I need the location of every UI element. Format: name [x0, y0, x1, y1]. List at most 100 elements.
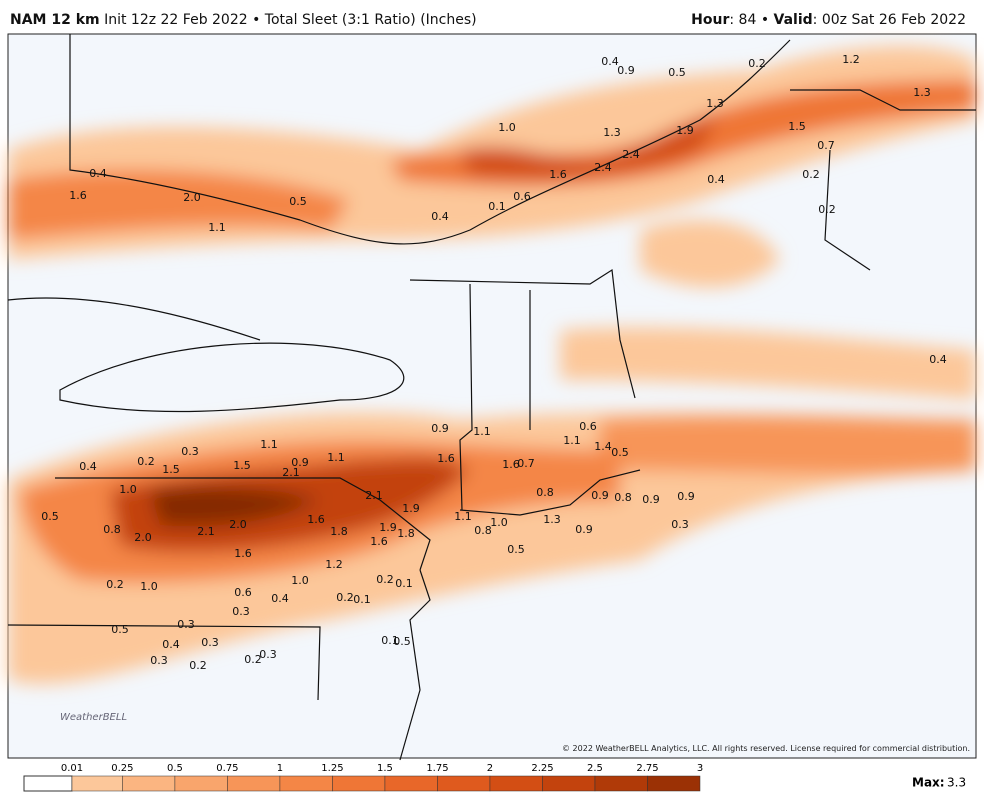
map-value-label: 0.1 [488, 200, 506, 213]
hour-text: : 84 • [729, 12, 774, 28]
map-value-label: 0.8 [474, 524, 492, 537]
map-value-label: 1.3 [706, 97, 724, 110]
map-value-label: 1.6 [549, 168, 567, 181]
max-label: Max: [912, 776, 945, 790]
colorbar-tick-label: 0.25 [111, 763, 133, 774]
logo: WeatherBELL [60, 712, 127, 723]
map-value-label: 0.5 [507, 543, 525, 556]
map-value-label: 0.5 [41, 510, 59, 523]
map-value-label: 0.5 [111, 623, 129, 636]
map-value-label: 1.9 [402, 502, 420, 515]
map-value-label: 1.5 [233, 459, 251, 472]
map-value-label: 0.9 [575, 523, 593, 536]
map-value-label: 0.9 [677, 490, 695, 503]
header-left: NAM 12 km Init 12z 22 Feb 2022 • Total S… [10, 12, 477, 28]
map-value-label: 1.2 [842, 53, 860, 66]
hour-label: Hour [691, 12, 730, 28]
map-value-label: 2.1 [197, 525, 215, 538]
colorbar-tick-label: 1.25 [321, 763, 343, 774]
map-value-label: 0.5 [393, 635, 411, 648]
map-labels: 0.40.9 0.50.2 1.21.31.31.0 1.3 1.92.42.41.60… [41, 53, 947, 672]
map-value-label: 1.6 [307, 513, 325, 526]
map-value-label: 0.2 [336, 591, 354, 604]
map-value-label: 1.0 [498, 121, 516, 134]
map-value-label: 0.4 [271, 592, 289, 605]
colorbar-tick-label: 1.5 [377, 763, 393, 774]
map-value-label: 1.9 [379, 521, 397, 534]
map-value-label: 2.0 [229, 518, 247, 531]
colorbar-segment [489, 775, 543, 792]
model-name: NAM 12 km [10, 12, 100, 28]
map-value-label: 0.1 [381, 634, 399, 647]
map-value-label: 2.1 [365, 489, 383, 502]
map-value-label: 0.9 [591, 489, 609, 502]
map-value-label: 1.2 [325, 558, 343, 571]
map-value-label: 1.6 [437, 452, 455, 465]
map-value-label: 1.1 [327, 451, 345, 464]
map-value-label: 0.5 [289, 195, 307, 208]
map-value-label: 1.8 [397, 527, 415, 540]
colorbar-tick-label: 2 [487, 763, 493, 774]
map-value-label: 0.6 [234, 586, 252, 599]
map-value-label: 0.2 [818, 203, 836, 216]
map-value-label: 0.2 [189, 659, 207, 672]
precip-field [8, 46, 976, 685]
map-value-label: 0.2 [748, 57, 766, 70]
map-value-label: 0.4 [707, 173, 725, 186]
colorbar-tick-label: 2.75 [636, 763, 658, 774]
colorbar-tick-label: 2.25 [531, 763, 553, 774]
map-value-label: 1.6 [69, 189, 87, 202]
colorbar-tick-label: 1 [277, 763, 283, 774]
header-right: Hour: 84 • Valid: 00z Sat 26 Feb 2022 [691, 12, 966, 28]
map-value-label: 2.0 [183, 191, 201, 204]
copyright: © 2022 WeatherBELL Analytics, LLC. All r… [562, 744, 970, 753]
map-value-label: 0.3 [177, 618, 195, 631]
map-value-label: 1.6 [502, 458, 520, 471]
map-value-label: 0.4 [162, 638, 180, 651]
map-value-label: 0.9 [617, 64, 635, 77]
map-value-label: 0.4 [89, 167, 107, 180]
map-value-label: 1.6 [234, 547, 252, 560]
run-desc: Init 12z 22 Feb 2022 • Total Sleet (3:1 … [104, 12, 477, 28]
map-value-label: 1.3 [603, 126, 621, 139]
map-value-label: 1.4 [594, 440, 612, 453]
colorbar-tick-label: 1.75 [426, 763, 448, 774]
map-value-label: 0.8 [536, 486, 554, 499]
map-value-label: 1.6 [370, 535, 388, 548]
map-value-label: 0.4 [79, 460, 97, 473]
map-value-label: 1.1 [260, 438, 278, 451]
map-value-label: 2.0 [134, 531, 152, 544]
map-value-label: 0.2 [106, 578, 124, 591]
map-value-label: 1.0 [490, 516, 508, 529]
map-value-label: 0.6 [579, 420, 597, 433]
map-value-label: 0.3 [150, 654, 168, 667]
map-value-label: 1.1 [454, 510, 472, 523]
map-value-label: 0.1 [395, 577, 413, 590]
colorbar-segment [542, 775, 596, 792]
colorbar-segment [174, 775, 228, 792]
colorbar-tick-label: 0.75 [216, 763, 238, 774]
map-value-label: 1.1 [563, 434, 581, 447]
map-value-label: 1.0 [140, 580, 158, 593]
map-value-label: 0.9 [291, 456, 309, 469]
map-value-label: 0.7 [517, 457, 535, 470]
map-value-label: 0.5 [611, 446, 629, 459]
map-value-label: 1.3 [543, 513, 561, 526]
map-value-label: 0.6 [513, 190, 531, 203]
colorbar-tick-label: 0.01 [61, 763, 83, 774]
colorbar-empty [23, 775, 73, 792]
colorbar-segment [279, 775, 333, 792]
map-value-label: 1.0 [119, 483, 137, 496]
map-value-label: 1.1 [473, 425, 491, 438]
map-value-label: 1.0 [291, 574, 309, 587]
colorbar-tick-label: 3 [697, 763, 703, 774]
colorbar-segment [71, 775, 123, 792]
colorbar-segment [594, 775, 648, 792]
map-value-label: 0.3 [201, 636, 219, 649]
map-value-label: 1.5 [788, 120, 806, 133]
map-value-label: 1.5 [162, 463, 180, 476]
max-value: 3.3 [947, 776, 966, 790]
colorbar: 0.01 0.25 0.5 0.75 1 1.25 1.5 1.75 2 2.25 2.5 2.75 3 [61, 763, 703, 792]
